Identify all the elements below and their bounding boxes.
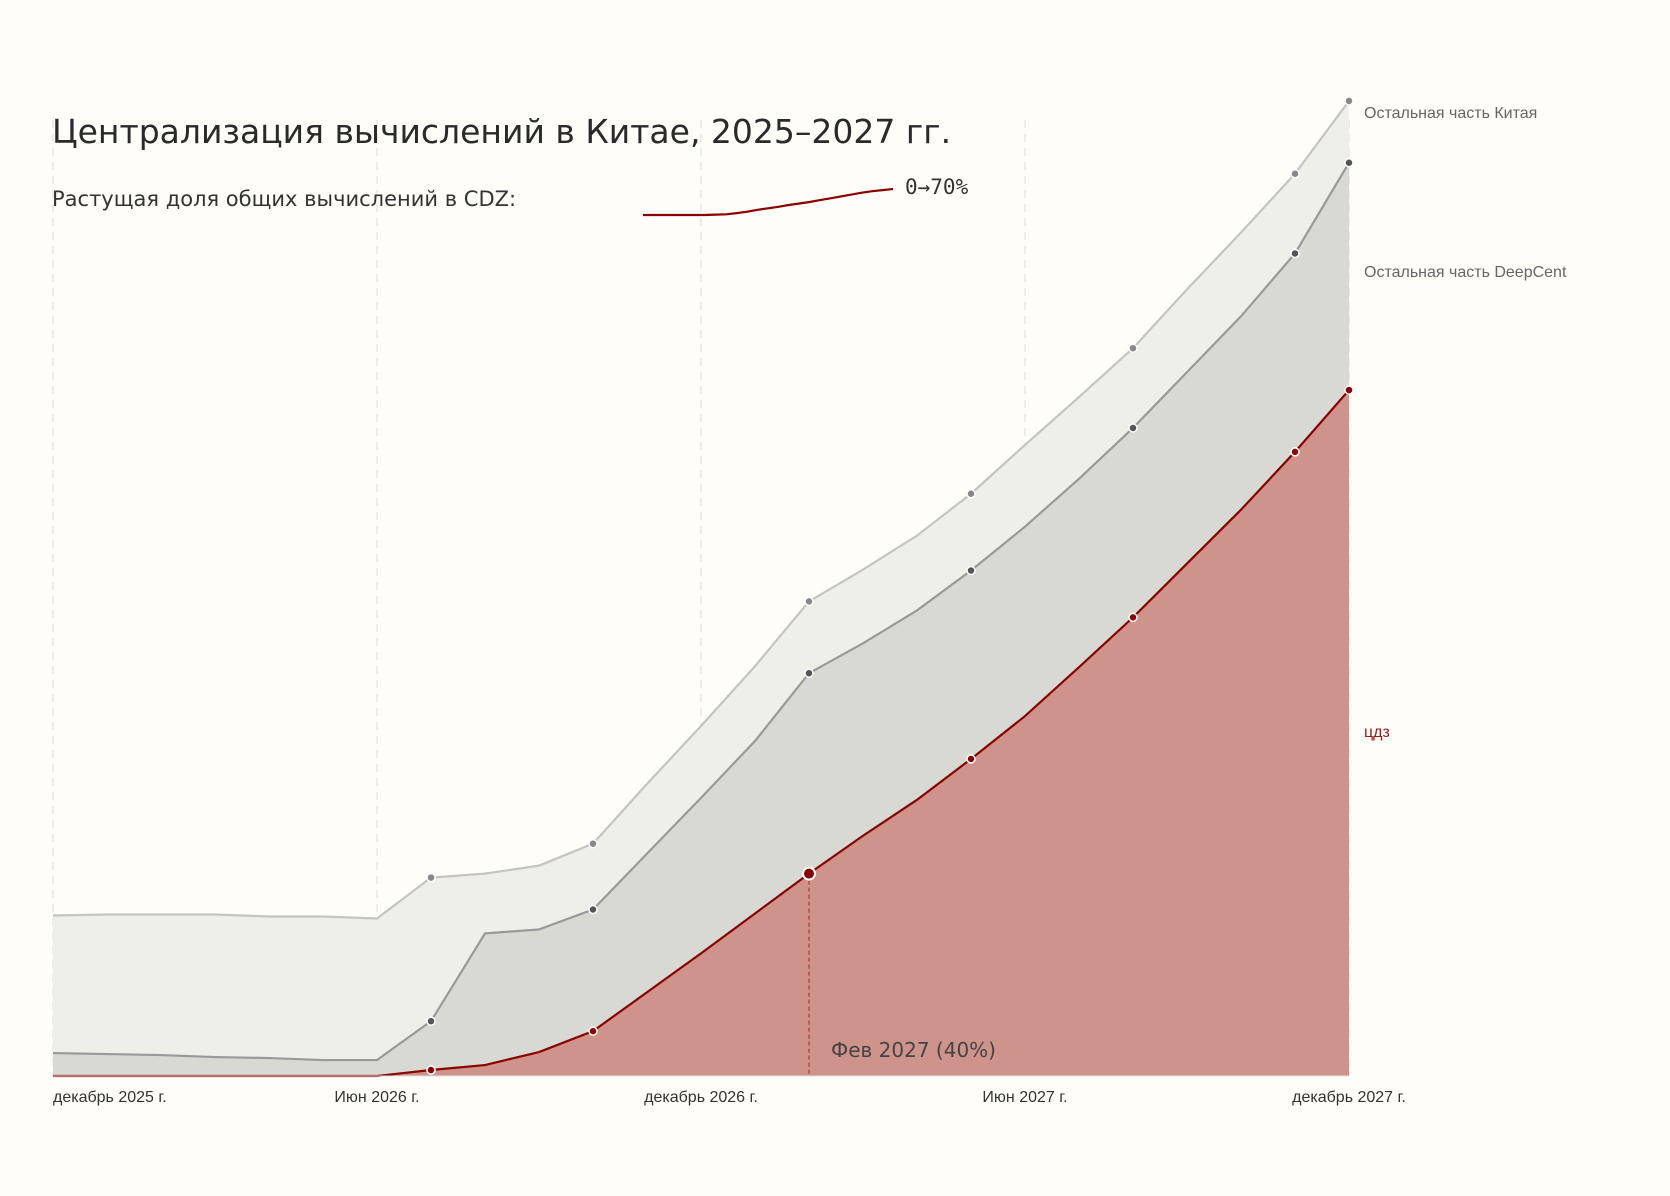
x-tick-label: Июн 2027 г. xyxy=(982,1089,1067,1106)
area-deepcent xyxy=(53,162,1349,1077)
data-point xyxy=(588,1026,598,1036)
data-point xyxy=(426,1016,436,1026)
data-point xyxy=(1344,157,1354,168)
x-tick-label: декабрь 2027 г. xyxy=(1292,1089,1406,1106)
data-point xyxy=(426,872,436,883)
data-point xyxy=(1344,385,1354,395)
x-axis: декабрь 2025 г. Июн 2026 г. декабрь 2026 г… xyxy=(53,1075,1406,1106)
data-point xyxy=(588,904,598,915)
area-cdz xyxy=(53,390,1349,1077)
data-point xyxy=(966,565,976,576)
series-label: цдз xyxy=(1364,724,1390,741)
data-point xyxy=(1128,343,1138,353)
data-point xyxy=(426,1065,436,1075)
share-range-label: 0→70% xyxy=(905,175,969,199)
series-labels: цдз Остальная часть DeepCent Остальная час… xyxy=(1364,105,1567,741)
x-tick-label: декабрь 2026 г. xyxy=(644,1089,758,1106)
data-point xyxy=(804,668,814,678)
series-label: Остальная часть Китая xyxy=(1364,105,1537,122)
data-point xyxy=(1128,612,1138,623)
x-tick-label: Июн 2026 г. xyxy=(334,1089,419,1106)
data-point xyxy=(1344,96,1354,106)
series-label: Остальная часть DeepCent xyxy=(1364,264,1567,281)
data-point xyxy=(1128,423,1138,433)
area-china xyxy=(53,100,1349,1061)
annotation-group: Фев 2027 (40%) xyxy=(802,866,996,1076)
annotation-label: Фев 2027 (40%) xyxy=(831,1038,996,1062)
chart-subtitle: Растущая доля общих вычислений в CDZ: xyxy=(52,187,516,211)
data-markers xyxy=(426,96,1354,1075)
share-sparkline xyxy=(643,187,894,217)
x-tick-label: декабрь 2025 г. xyxy=(53,1089,167,1106)
data-point xyxy=(966,489,976,499)
data-point xyxy=(1290,248,1300,259)
data-point xyxy=(804,596,814,607)
data-point xyxy=(966,754,976,764)
annotation-point xyxy=(802,866,816,881)
data-point xyxy=(1290,168,1300,179)
chart-title: Централизация вычислений в Китае, 2025–2… xyxy=(52,112,951,151)
data-point xyxy=(1290,447,1300,457)
data-point xyxy=(588,838,598,849)
stacked-areas xyxy=(53,100,1349,1077)
